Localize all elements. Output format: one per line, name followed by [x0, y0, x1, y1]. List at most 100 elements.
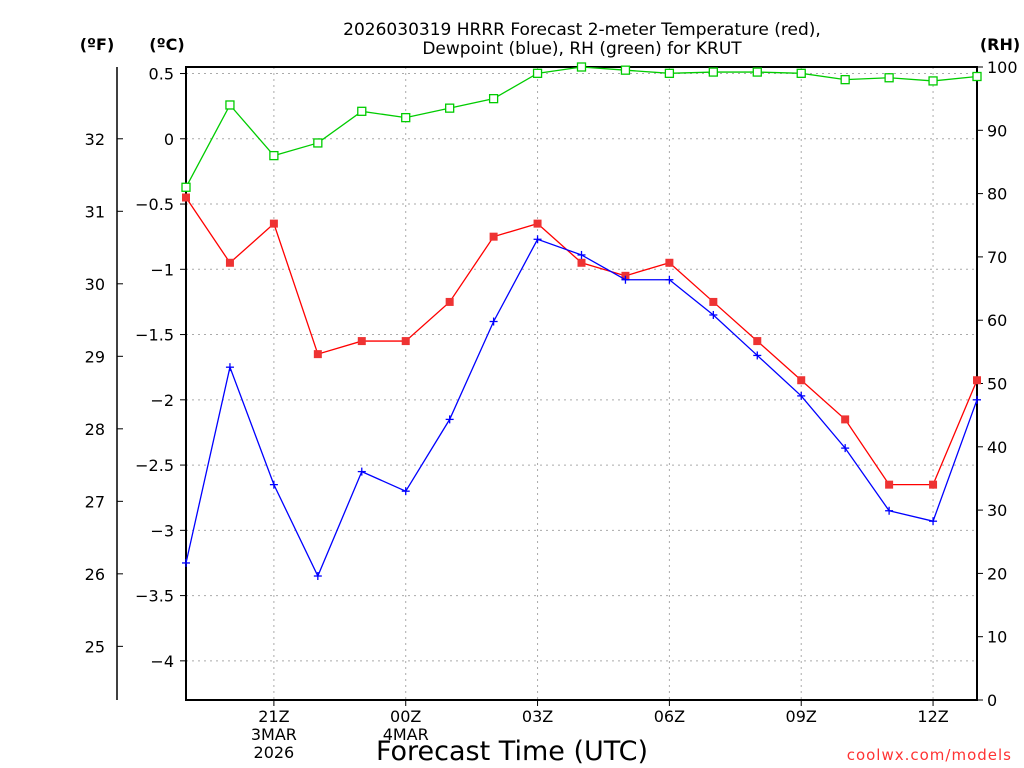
dewpoint-marker — [182, 558, 190, 567]
rh-marker — [840, 75, 850, 85]
rh-tick-label: 50 — [987, 375, 1007, 394]
rh-marker — [884, 73, 894, 83]
temperature-marker — [445, 297, 454, 306]
x-tick-label: 21Z — [258, 707, 289, 726]
dewpoint-series-line — [185, 238, 978, 578]
plot-frame — [185, 66, 978, 701]
dewpoint-marker — [929, 517, 938, 526]
c-tick-label: −1 — [150, 260, 174, 279]
dewpoint-marker — [621, 275, 630, 284]
fahrenheit-unit-label: (ºF) — [80, 35, 115, 54]
rh-marker — [357, 106, 367, 116]
rh-tick-label: 30 — [987, 501, 1007, 520]
temperature-marker — [269, 219, 278, 228]
f-tick-label: 28 — [85, 420, 105, 439]
dewpoint-marker — [973, 395, 981, 404]
rh-tick-label: 10 — [987, 628, 1007, 647]
chart-title-line2: Dewpoint (blue), RH (green) for KRUT — [422, 39, 742, 59]
rh-marker — [225, 100, 235, 110]
rh-marker — [708, 67, 718, 77]
dewpoint-marker — [401, 487, 410, 496]
chart-title-line1: 2026030319 HRRR Forecast 2-meter Tempera… — [343, 20, 821, 40]
dewpoint-marker — [225, 363, 234, 372]
f-tick-label: 29 — [85, 347, 105, 366]
rh-tick-label: 40 — [987, 438, 1007, 457]
c-tick-label: 0.5 — [149, 65, 174, 84]
c-tick-label: −1.5 — [135, 326, 174, 345]
rh-tick-label: 90 — [987, 121, 1007, 140]
rh-marker — [664, 68, 675, 78]
c-tick-label: −2 — [150, 391, 174, 410]
x-tick-label: 00Z — [390, 707, 421, 726]
x-tick-label: 2026 — [254, 743, 295, 762]
x-tick-label: 06Z — [654, 707, 685, 726]
f-tick-label: 31 — [85, 202, 105, 221]
f-tick-label: 25 — [85, 637, 105, 656]
temperature-marker — [797, 376, 806, 385]
rh-tick-label: 20 — [987, 564, 1007, 583]
f-tick-label: 30 — [85, 275, 105, 294]
temperature-marker — [753, 337, 762, 346]
dewpoint-marker — [665, 275, 674, 284]
c-tick-label: −3 — [150, 521, 174, 540]
f-tick-label: 32 — [85, 130, 105, 149]
temperature-marker — [665, 258, 674, 267]
rh-tick-label: 70 — [987, 248, 1007, 267]
x-tick-label: 12Z — [917, 707, 948, 726]
grid-lines — [186, 67, 977, 700]
c-tick-label: −4 — [150, 652, 174, 671]
rh-tick-label: 0 — [987, 691, 997, 710]
rh-tick-label: 100 — [987, 58, 1018, 77]
series-layer — [181, 62, 982, 581]
dewpoint-marker — [533, 235, 542, 244]
temperature-marker — [313, 350, 322, 359]
temperature-marker — [182, 193, 190, 202]
rh-marker — [181, 182, 191, 192]
rh-marker — [928, 76, 938, 86]
dewpoint-marker — [313, 572, 322, 581]
x-tick-label: 4MAR — [383, 725, 429, 744]
rh-marker — [488, 94, 499, 104]
x-tick-label: 09Z — [786, 707, 817, 726]
celsius-unit-label: (ºC) — [149, 35, 184, 54]
rh-marker — [620, 65, 631, 75]
x-axis-title: Forecast Time (UTC) — [376, 736, 648, 767]
temperature-marker — [225, 258, 234, 267]
dewpoint-marker — [797, 391, 806, 400]
dewpoint-marker — [841, 444, 850, 453]
rh-unit-label: (RH) — [980, 35, 1020, 54]
c-tick-label: 0 — [164, 130, 174, 149]
dewpoint-marker — [577, 250, 586, 259]
temperature-marker — [489, 232, 498, 241]
rh-marker — [269, 150, 279, 161]
rh-marker — [532, 68, 543, 78]
rh-marker — [401, 112, 411, 123]
c-tick-label: −3.5 — [135, 587, 174, 606]
temperature-marker — [929, 480, 938, 489]
temperature-marker — [973, 376, 981, 385]
temperature-marker — [357, 337, 366, 346]
dewpoint-marker — [357, 467, 366, 476]
rh-series-line — [185, 66, 978, 188]
f-tick-label: 26 — [85, 565, 105, 584]
rh-marker — [752, 67, 762, 77]
temperature-marker — [841, 415, 850, 424]
axes: 0.5 0 −0.5 −1 −1.5 −2 −2.5 −3 −3.5 −4 32 31 30 29 28 27… — [85, 58, 1018, 762]
dewpoint-marker — [489, 317, 498, 326]
temperature-marker — [577, 258, 586, 267]
temperature-marker — [533, 219, 542, 228]
rh-marker — [576, 62, 587, 72]
rh-tick-label: 60 — [987, 311, 1007, 330]
rh-marker — [796, 68, 806, 78]
dewpoint-marker — [885, 506, 894, 515]
rh-tick-label: 80 — [987, 185, 1007, 204]
rh-marker — [972, 71, 982, 82]
c-tick-label: −0.5 — [135, 195, 174, 214]
credit-text: coolwx.com/models — [847, 746, 1012, 764]
temperature-marker — [709, 297, 718, 306]
temperature-series-line — [185, 197, 978, 486]
f-tick-label: 27 — [85, 492, 105, 511]
x-tick-label: 03Z — [522, 707, 553, 726]
temperature-marker — [401, 337, 410, 346]
